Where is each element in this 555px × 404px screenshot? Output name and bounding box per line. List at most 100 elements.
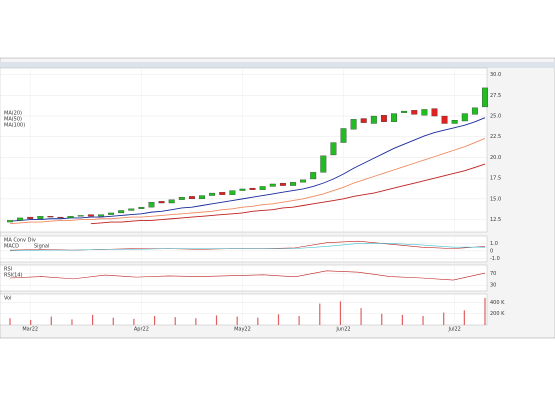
volume-bar (298, 315, 300, 325)
macd-panel (0, 235, 488, 263)
panel-title: Vol (4, 296, 11, 302)
y-tick-label: 27.5 (490, 93, 501, 99)
candle (300, 179, 307, 183)
candle (380, 115, 387, 122)
candle (118, 210, 125, 214)
candle (188, 196, 195, 200)
y-tick-label: 30.0 (490, 72, 501, 78)
candle (229, 190, 236, 195)
candle (168, 199, 175, 204)
candle (401, 110, 408, 113)
x-tick-label: Jul22 (447, 327, 460, 333)
volume-bar (195, 318, 197, 325)
y-tick-label: 70 (490, 271, 496, 277)
candle (27, 216, 34, 219)
candle (249, 187, 256, 190)
candle (451, 120, 458, 124)
volume-bar (381, 313, 383, 325)
candle (340, 128, 347, 143)
volume-bar (401, 314, 403, 325)
y-tick-label: 12.5 (490, 217, 501, 223)
panel-title: MA Conv Div (4, 238, 36, 244)
volume-bar (133, 318, 135, 325)
candle (17, 217, 24, 221)
candle (7, 220, 13, 223)
legend-entry: MA(100) (4, 123, 25, 129)
candle (199, 195, 205, 200)
legend-entry: RSI(14) (4, 273, 22, 279)
legend-entry: MA(50) (4, 117, 22, 123)
y-tick-label: 17.5 (490, 176, 501, 182)
candle (411, 110, 418, 115)
candle (441, 115, 448, 124)
y-tick-label: 30 (490, 283, 496, 289)
candle (209, 192, 216, 196)
candle (330, 142, 337, 156)
candle (471, 107, 478, 115)
indicator-line (9, 243, 485, 252)
volume-bar (30, 319, 32, 325)
indicator-line (9, 117, 486, 222)
candle (87, 214, 94, 217)
indicator-line (90, 163, 486, 225)
candle (98, 214, 104, 217)
y-tick-label: 20.0 (490, 155, 501, 161)
legend-entry: Signal (34, 244, 49, 250)
legend-entry: MA(20) (4, 111, 22, 117)
candle (239, 188, 246, 191)
volume-bar (339, 301, 342, 325)
candle (158, 201, 165, 204)
candle (431, 108, 438, 117)
candle (320, 155, 327, 173)
candle (290, 182, 296, 186)
candle (128, 208, 135, 211)
volume-bar (484, 297, 486, 325)
candle (178, 197, 185, 200)
volume-bar (9, 318, 11, 325)
candle (138, 207, 145, 209)
candle (108, 212, 115, 215)
candle (421, 109, 428, 116)
panel-title: RSI (4, 267, 12, 273)
volume-bar (319, 303, 321, 325)
volume-bar (257, 317, 259, 325)
volume-bar (463, 310, 465, 325)
volume-bar (422, 315, 424, 325)
toolbar[interactable] (0, 62, 555, 68)
x-tick-label: Jun22 (335, 327, 350, 333)
candle (67, 216, 74, 219)
volume-bar (174, 317, 176, 325)
volume-bar (277, 314, 280, 325)
candle (77, 215, 84, 217)
volume-bar (360, 308, 362, 325)
candle (370, 115, 377, 124)
legend-entry: MACD (4, 244, 19, 250)
volume-bar (50, 316, 52, 325)
candle (482, 87, 488, 108)
volume-bar (236, 316, 238, 325)
rsi-panel (0, 264, 488, 292)
y-tick-label: 400 K (490, 300, 505, 306)
x-tick-label: Apr22 (134, 327, 149, 333)
volume-bar (443, 312, 445, 325)
candle (391, 113, 397, 122)
x-tick-label: May22 (234, 327, 251, 333)
volume-bar (112, 317, 114, 325)
y-tick-label: -1.0 (490, 256, 500, 262)
candle (37, 216, 44, 219)
volume-bar (153, 315, 156, 325)
y-tick-label: 25.0 (490, 114, 501, 120)
volume-bar (215, 315, 218, 325)
candle (259, 186, 266, 190)
y-tick-label: 15.0 (490, 196, 501, 202)
volume-bar (71, 319, 73, 325)
x-tick-label: Mar22 (22, 327, 38, 333)
candle (279, 182, 286, 186)
indicator-line (9, 137, 486, 225)
candle (47, 216, 54, 218)
y-tick-label: 200 K (490, 311, 505, 317)
volume-panel (0, 293, 488, 326)
candle (350, 119, 357, 130)
candle (219, 192, 226, 195)
